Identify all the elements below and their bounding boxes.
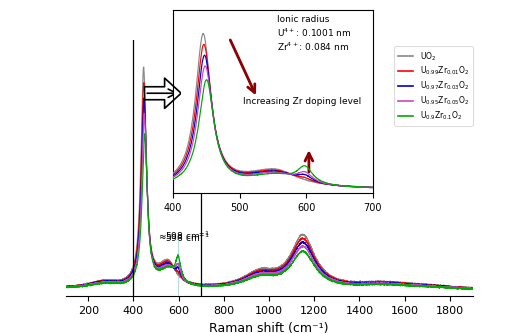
Text: Ionic radius
U$^{4+}$: 0.1001 nm
Zr$^{4+}$: 0.084 nm: Ionic radius U$^{4+}$: 0.1001 nm Zr$^{4+… — [277, 16, 352, 53]
Legend: UO$_2$, U$_{0.99}$Zr$_{0.01}$O$_2$, U$_{0.97}$Zr$_{0.03}$O$_2$, U$_{0.95}$Zr$_{0: UO$_2$, U$_{0.99}$Zr$_{0.01}$O$_2$, U$_{… — [394, 46, 472, 126]
X-axis label: Raman shift (cm⁻¹): Raman shift (cm⁻¹) — [209, 322, 329, 333]
Text: ~598 cm$^{-1}$: ~598 cm$^{-1}$ — [158, 230, 209, 242]
Text: Increasing Zr doping level: Increasing Zr doping level — [243, 97, 361, 106]
Text: ~598 cm$^{-1}$: ~598 cm$^{-1}$ — [158, 232, 209, 244]
